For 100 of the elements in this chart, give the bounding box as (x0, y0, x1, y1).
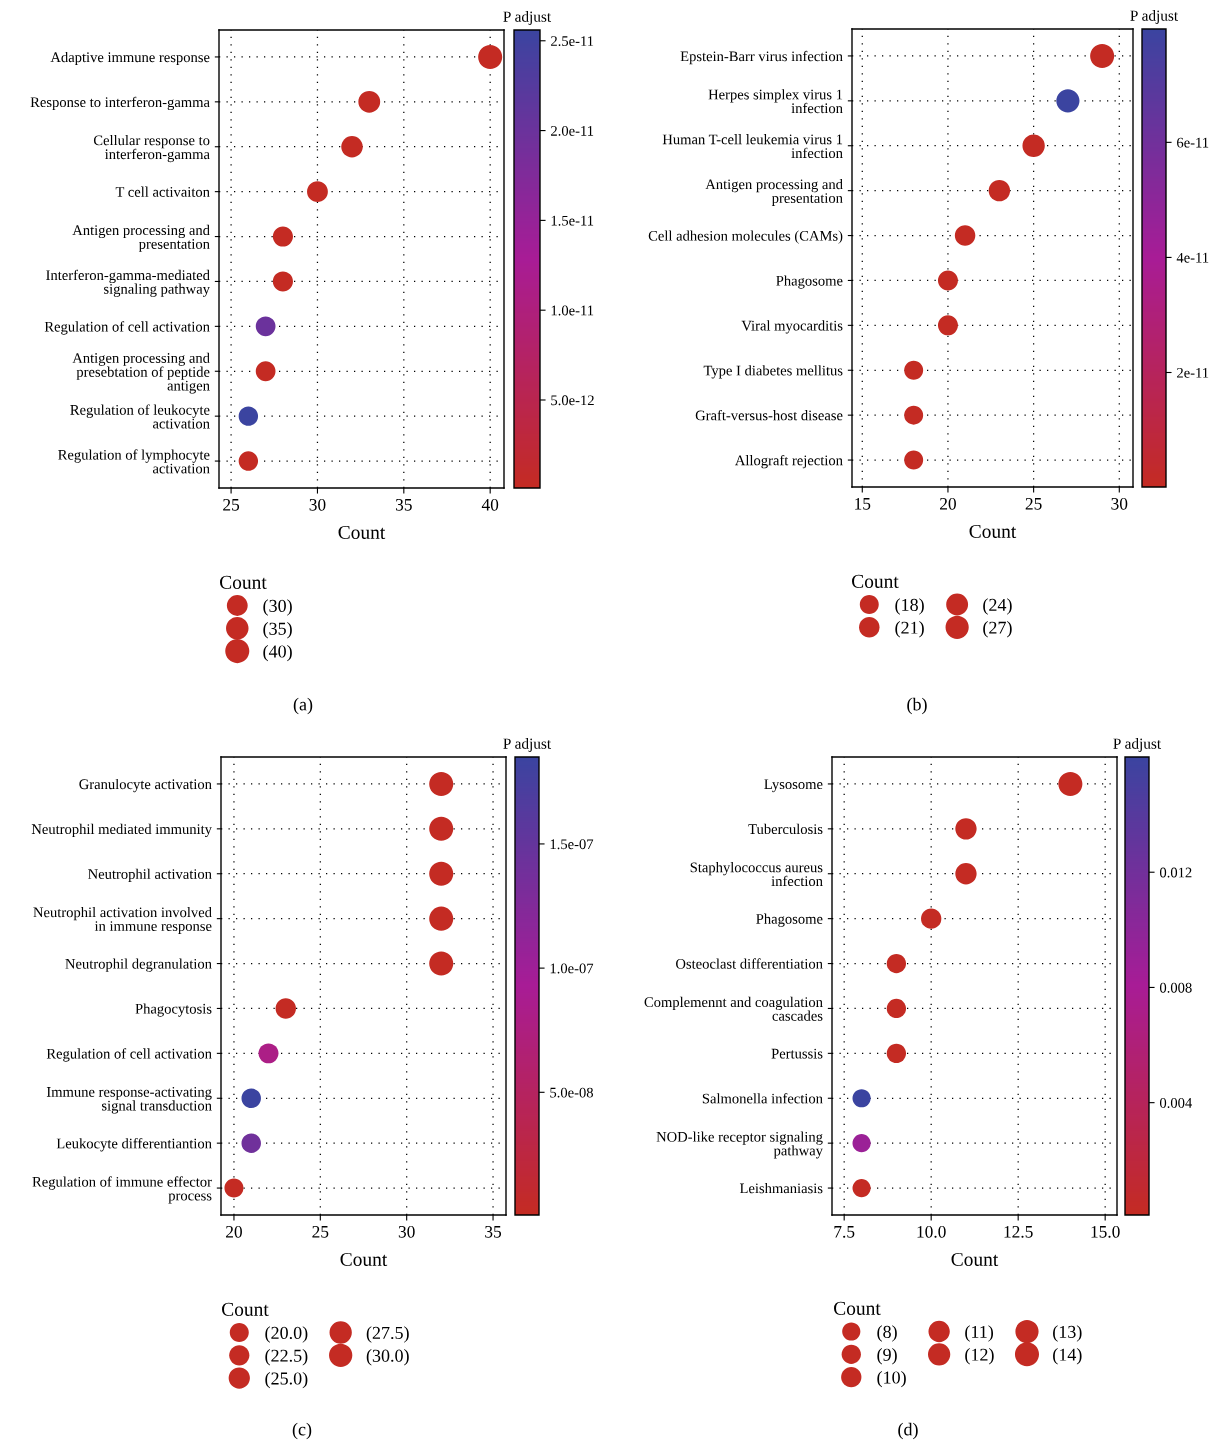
x-tick-label: 25 (223, 498, 240, 511)
color-bar-label: 0.004 (1159, 1098, 1192, 1108)
y-tick-label: Viral myocarditis (741, 320, 843, 334)
y-tick-label: Cellular response to interferon-gamma (93, 135, 210, 163)
x-tick-label: 7.5 (834, 1226, 855, 1238)
y-tick-label: Staphylococcus aureus infection (690, 862, 823, 887)
y-tick-label: Cell adhesion molecules (CAMs) (648, 230, 843, 244)
color-bar-label: 2e-11 (1177, 367, 1209, 378)
y-tick-label: Neutrophil degranulation (65, 958, 212, 972)
legend-label: (21) (895, 621, 924, 638)
y-tick-label: Immune response-activating signal transduction (46, 1087, 212, 1114)
color-bar-label: 1.0e-07 (550, 963, 594, 974)
y-tick-label: Pertussis (771, 1048, 823, 1059)
x-tick-label: 35 (395, 498, 412, 511)
x-tick-label: 40 (481, 498, 499, 511)
legend-label: (24) (983, 598, 1012, 615)
text: (c) (292, 1422, 312, 1440)
x-tick-label: 30 (309, 498, 326, 511)
legend-label: (40) (263, 644, 292, 662)
legend-title: Count (834, 1301, 881, 1315)
color-bar-label: 2.5e-11 (551, 36, 594, 47)
color-bar-label: 5.0e-12 (551, 395, 594, 406)
color-bar-title: P adjust (1113, 738, 1162, 752)
y-tick-label: Epstein-Barr virus infection (680, 50, 843, 65)
x-tick-label: 30 (398, 1225, 415, 1238)
y-tick-label: Osteoclast differentiation (676, 958, 823, 969)
legend-label: (27) (983, 621, 1012, 638)
legend-label: (22.5) (265, 1349, 308, 1366)
color-bar-title: P adjust (503, 11, 552, 25)
legend-title: Count (852, 574, 899, 588)
y-tick-label: Regulation of cell activation (44, 321, 210, 335)
y-tick-label: Adaptive immune response (50, 51, 210, 66)
legend-label: (9) (877, 1348, 897, 1365)
y-tick-label: Antigen processing and presebtation of peptide antigen (72, 352, 210, 394)
x-tick-label: 15 (855, 498, 871, 510)
color-bar-label: 4e-11 (1176, 252, 1209, 263)
legend-label: (30) (263, 599, 292, 616)
color-bar-label: 1.5e-07 (550, 839, 594, 850)
x-tick-label: 35 (485, 1225, 502, 1238)
y-tick-label: Leishmaniasis (739, 1183, 823, 1194)
x-tick-label: 25 (1025, 497, 1042, 510)
y-tick-label: Antigen processing and presentation (72, 224, 210, 252)
y-tick-label: Human T-cell leukemia virus 1 infection (662, 134, 843, 159)
legend-label: (12) (965, 1348, 994, 1365)
y-tick-label: Tuberculosis (748, 823, 823, 835)
y-tick-label: Phagosome (776, 275, 843, 289)
y-tick-label: Graft-versus-host disease (695, 409, 843, 421)
x-tick-label: 10.0 (917, 1225, 946, 1238)
y-tick-label: Regulation of lymphocyte activation (58, 449, 210, 474)
y-tick-label: Granulocyte activation (79, 778, 212, 793)
text: (b) (907, 697, 927, 715)
x-tick-label: 25 (312, 1225, 329, 1238)
legend-title: Count (220, 575, 267, 589)
legend-label: (35) (263, 622, 292, 639)
legend-label: (27.5) (366, 1326, 409, 1343)
color-bar-label: 1.5e-11 (551, 215, 594, 226)
x-tick-label: 30 (1111, 497, 1128, 510)
x-tick-label: 20 (226, 1225, 242, 1238)
color-bar-label: 1.0e-11 (551, 305, 594, 316)
y-tick-label: Regulation of cell activation (46, 1048, 212, 1062)
y-tick-label: Herpes simplex virus 1 infection (708, 89, 843, 114)
y-tick-label: Neutrophil mediated immunity (31, 823, 212, 838)
legend-label: (13) (1053, 1325, 1082, 1342)
legend-label: (25.0) (265, 1371, 308, 1389)
y-tick-label: Phagocytosis (135, 1003, 212, 1017)
y-tick-label: Phagosome (756, 913, 823, 927)
x-tick-label: 12.5 (1004, 1225, 1033, 1238)
y-tick-label: Complemennt and coagulation cascades (644, 996, 823, 1021)
x-axis-title: Count (951, 1252, 999, 1266)
x-axis-title: Count (969, 524, 1017, 538)
y-tick-label: Neutrophil activation involved in immune response (33, 906, 212, 934)
y-tick-label: T cell activaiton (115, 186, 210, 197)
legend-label: (18) (895, 598, 924, 615)
color-bar-label: 0.008 (1159, 982, 1192, 993)
y-tick-label: Neutrophil activation (88, 868, 212, 882)
x-axis-title: Count (340, 1252, 388, 1266)
y-tick-label: Regulation of immune effector process (32, 1176, 212, 1204)
x-tick-label: 20 (940, 497, 956, 510)
color-bar-label: 0.012 (1159, 867, 1192, 878)
color-bar-title: P adjust (1130, 10, 1179, 24)
legend-label: (10) (877, 1370, 906, 1388)
color-bar-title: P adjust (503, 738, 552, 752)
y-tick-label: Antigen processing and presentation (705, 178, 843, 206)
y-tick-label: Interferon-gamma-mediated signaling pathway (46, 269, 210, 297)
legend-label: (8) (877, 1325, 897, 1342)
text: (d) (898, 1422, 918, 1440)
y-tick-label: Response to interferon-gamma (30, 96, 210, 111)
legend-title: Count (222, 1302, 269, 1316)
y-tick-label: NOD-like receptor signaling pathway (656, 1131, 823, 1159)
color-bar-label: 6e-11 (1177, 137, 1209, 148)
text: (a) (293, 697, 313, 715)
legend-label: (20.0) (265, 1326, 308, 1343)
y-tick-label: Leukocyte differentiantion (56, 1138, 212, 1152)
x-tick-label: 15.0 (1091, 1225, 1120, 1238)
x-axis-title: Count (338, 525, 386, 539)
y-tick-label: Salmonella infection (702, 1093, 823, 1104)
y-tick-label: Lysosome (764, 779, 823, 793)
color-bar-label: 5.0e-08 (550, 1087, 593, 1098)
legend-label: (11) (965, 1325, 994, 1342)
legend-label: (30.0) (366, 1349, 409, 1366)
